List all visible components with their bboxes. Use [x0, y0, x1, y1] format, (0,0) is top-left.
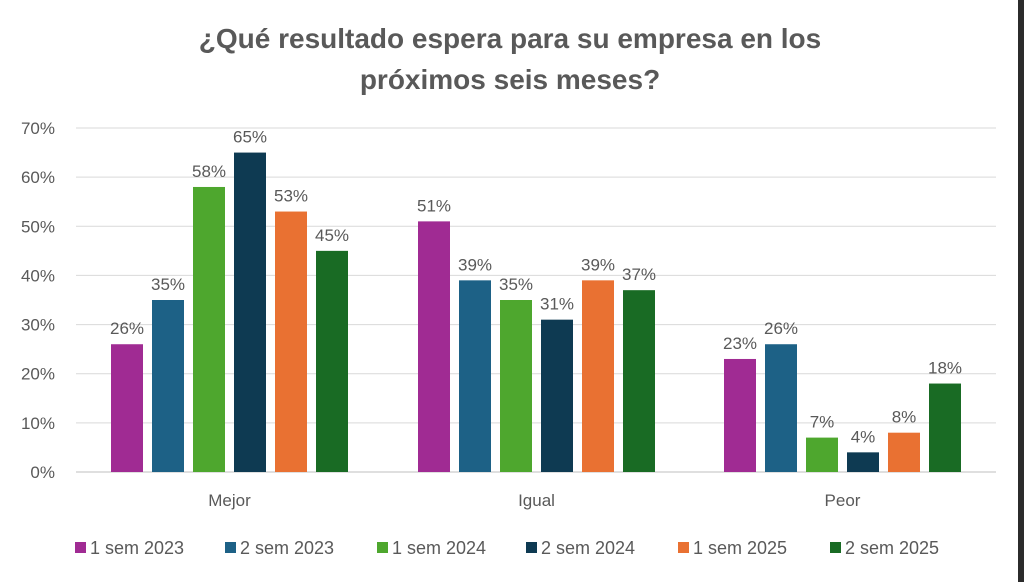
- bar: [888, 432, 920, 472]
- bar: [541, 319, 573, 472]
- bar: [847, 452, 879, 472]
- data-label: 58%: [192, 162, 226, 181]
- legend-label: 2 sem 2023: [240, 538, 334, 558]
- legend-swatch: [830, 542, 841, 553]
- bar: [193, 186, 225, 472]
- legend-swatch: [377, 542, 388, 553]
- legend-label: 1 sem 2024: [392, 538, 486, 558]
- y-tick-label: 10%: [21, 414, 55, 433]
- legend-label: 1 sem 2023: [90, 538, 184, 558]
- data-label: 8%: [892, 408, 917, 427]
- bar: [623, 290, 655, 472]
- data-label: 35%: [151, 275, 185, 294]
- data-label: 26%: [110, 319, 144, 338]
- data-label: 53%: [274, 187, 308, 206]
- data-label: 26%: [764, 319, 798, 338]
- bar: [316, 250, 348, 472]
- data-label: 4%: [851, 427, 876, 446]
- legend-swatch: [225, 542, 236, 553]
- y-tick-label: 70%: [21, 119, 55, 138]
- bar: [500, 300, 532, 472]
- data-label: 18%: [928, 359, 962, 378]
- bar: [234, 152, 266, 473]
- data-label: 37%: [622, 265, 656, 284]
- x-category-label: Igual: [518, 491, 555, 510]
- data-label: 35%: [499, 275, 533, 294]
- x-category-label: Mejor: [208, 491, 251, 510]
- bar: [459, 280, 491, 472]
- data-label: 23%: [723, 334, 757, 353]
- chart-title-line-2: próximos seis meses?: [360, 64, 660, 95]
- bar: [806, 437, 838, 472]
- bar: [111, 344, 143, 472]
- y-tick-label: 50%: [21, 217, 55, 236]
- data-label: 39%: [581, 255, 615, 274]
- legend-label: 2 sem 2024: [541, 538, 635, 558]
- legend-swatch: [526, 542, 537, 553]
- bar: [724, 358, 756, 472]
- legend-swatch: [678, 542, 689, 553]
- data-label: 45%: [315, 226, 349, 245]
- data-label: 65%: [233, 128, 267, 147]
- y-tick-label: 40%: [21, 266, 55, 285]
- legend-label: 2 sem 2025: [845, 538, 939, 558]
- bar: [152, 300, 184, 472]
- bar: [929, 383, 961, 472]
- y-tick-label: 0%: [30, 463, 55, 482]
- data-label: 31%: [540, 295, 574, 314]
- bar: [582, 280, 614, 472]
- legend-label: 1 sem 2025: [693, 538, 787, 558]
- data-label: 39%: [458, 255, 492, 274]
- data-label: 7%: [810, 413, 835, 432]
- legend-swatch: [75, 542, 86, 553]
- data-label: 51%: [417, 196, 451, 215]
- bar: [275, 211, 307, 473]
- y-tick-label: 60%: [21, 168, 55, 187]
- bar: [418, 221, 450, 472]
- y-tick-label: 20%: [21, 365, 55, 384]
- bar: [765, 344, 797, 472]
- window-edge: [1018, 0, 1024, 582]
- y-tick-label: 30%: [21, 316, 55, 335]
- x-category-label: Peor: [825, 491, 861, 510]
- chart-title-line-1: ¿Qué resultado espera para su empresa en…: [199, 23, 821, 54]
